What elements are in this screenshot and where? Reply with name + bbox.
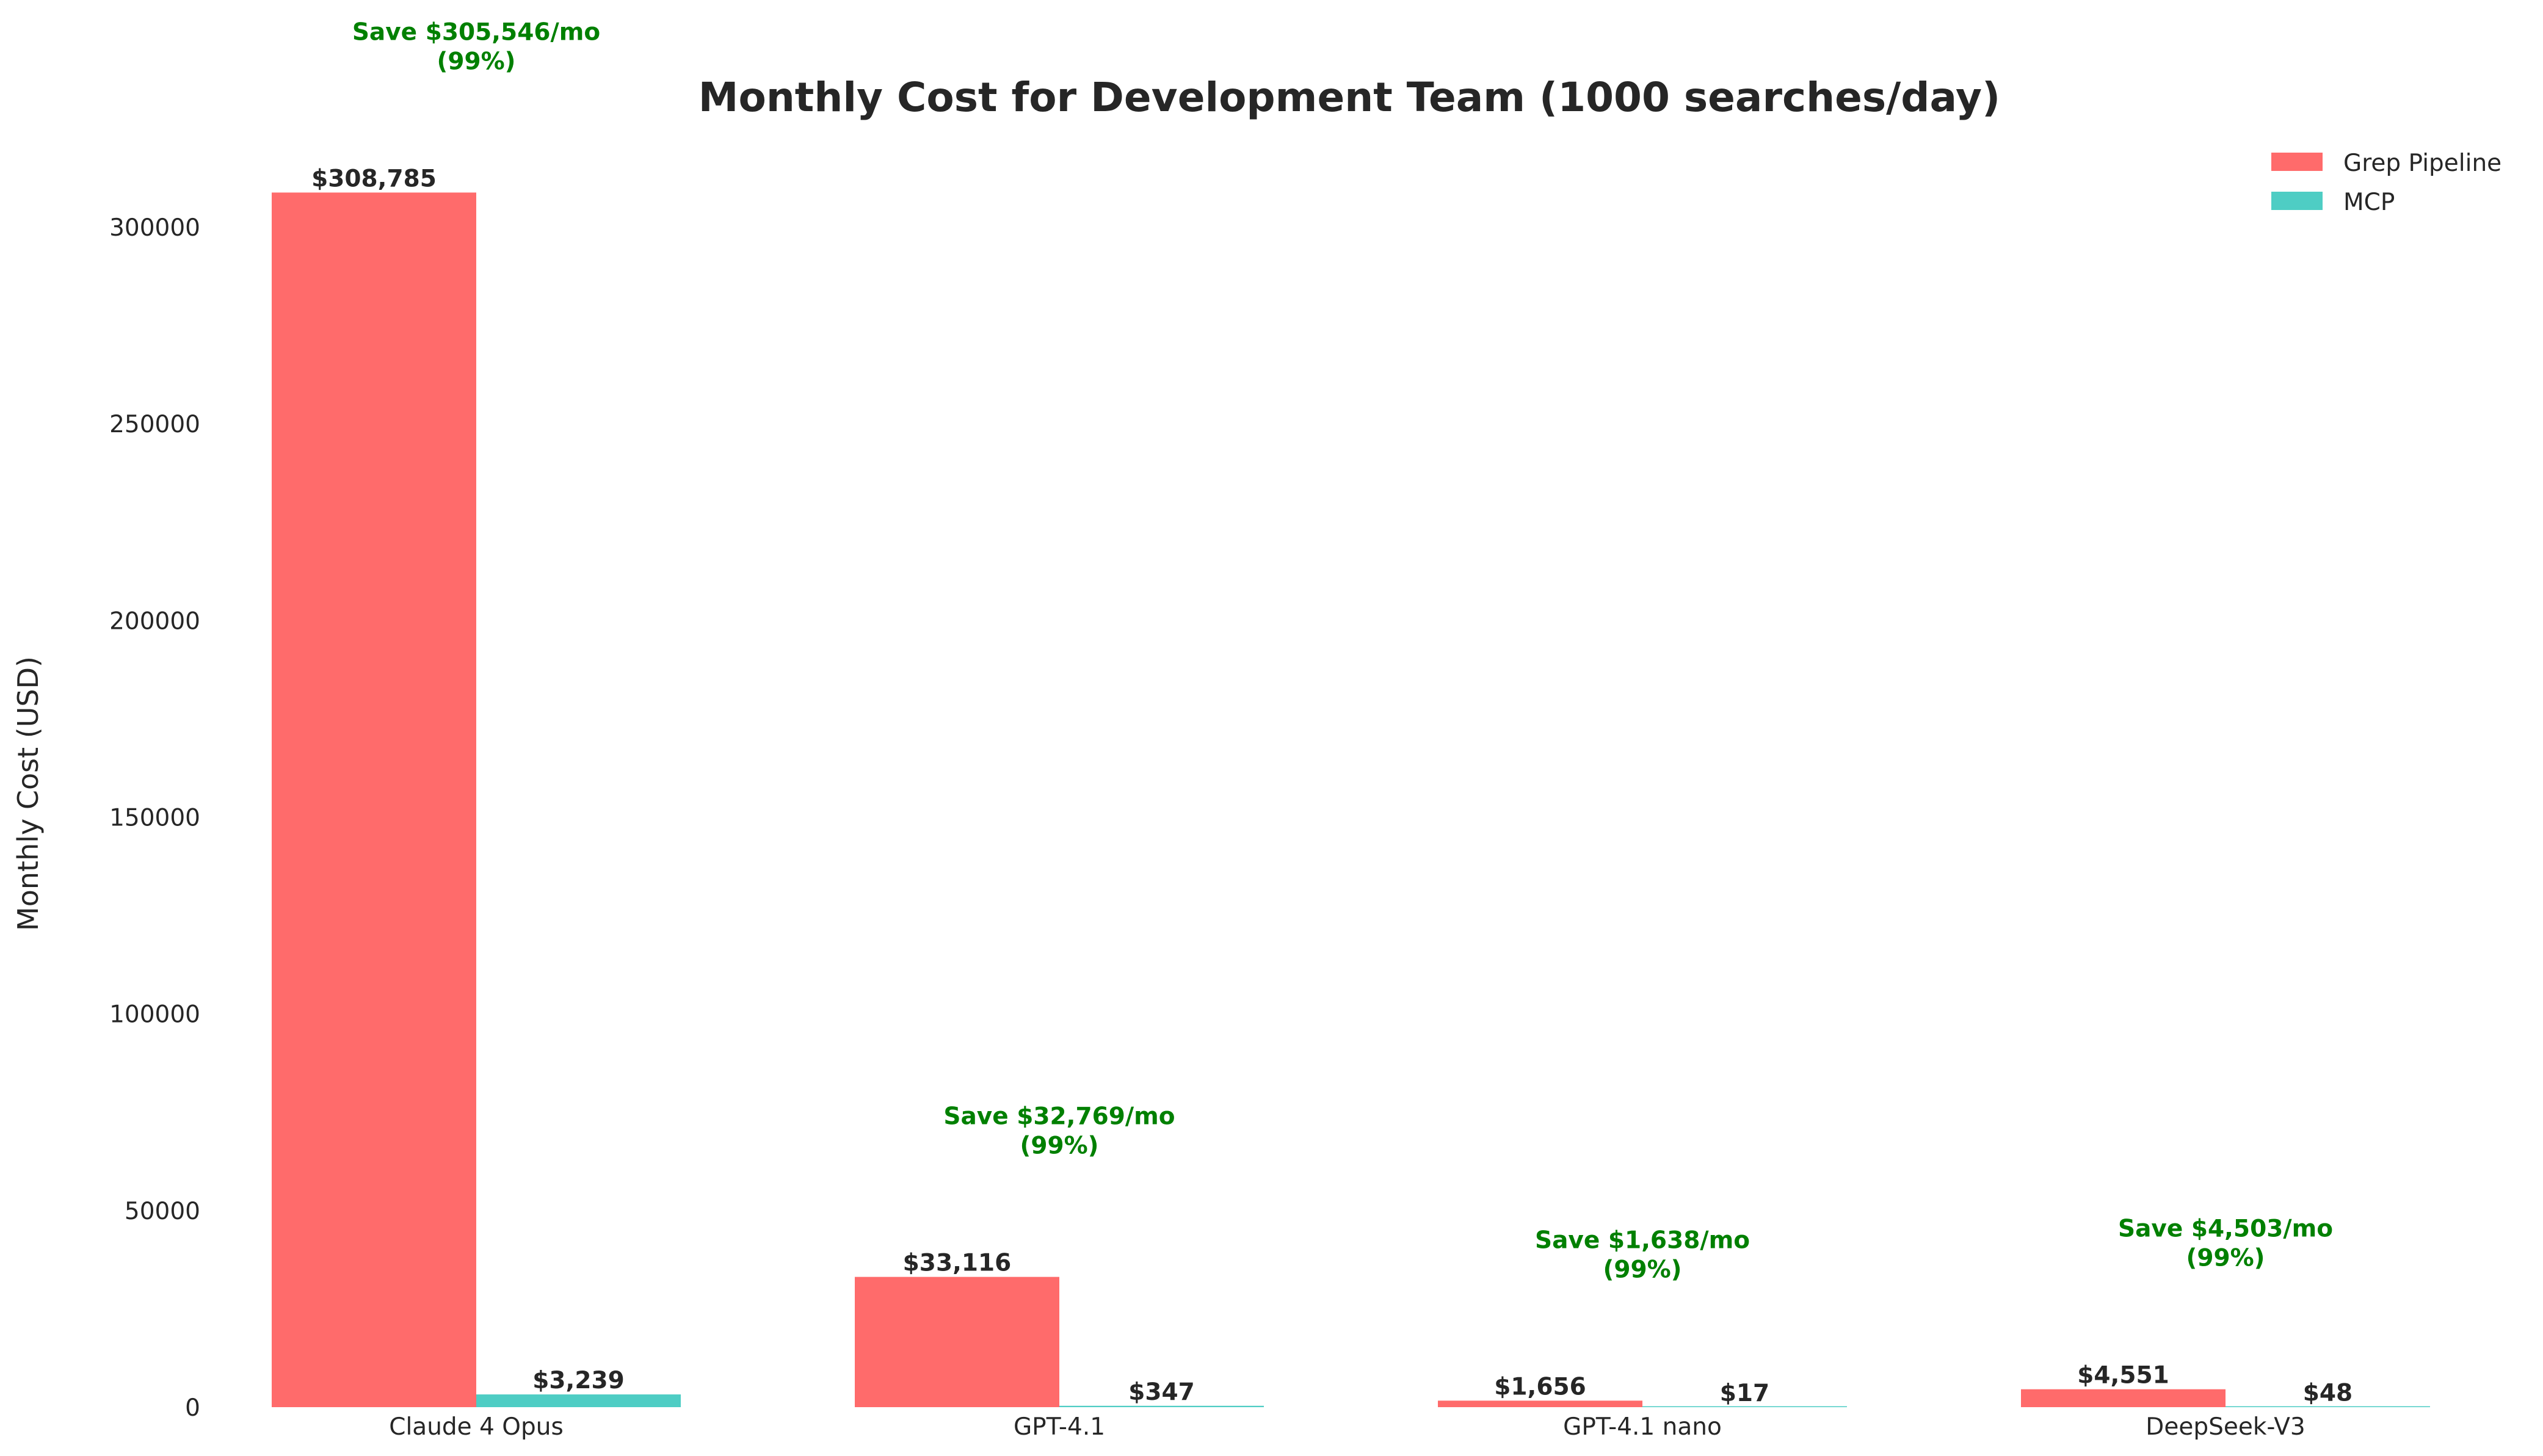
value-labels-group: $308,785 $33,116 $1,656 $4,551 $3,239 $347 $17… xyxy=(311,165,2353,1407)
mcp-value-label: $48 xyxy=(2303,1380,2353,1407)
bars-group xyxy=(272,192,2430,1408)
savings-annotation-amount: Save $32,769/mo xyxy=(943,1103,1175,1131)
savings-annotation-amount: Save $1,638/mo xyxy=(1535,1226,1750,1254)
y-axis-ticks: 0 50000 100000 150000 200000 250000 300000 xyxy=(109,214,200,1422)
grep-pipeline-value-label: $33,116 xyxy=(903,1250,1012,1277)
x-axis-ticks: Claude 4 Opus GPT-4.1 GPT-4.1 nano DeepSeek… xyxy=(389,1413,2305,1441)
y-tick-label: 150000 xyxy=(109,805,200,832)
y-tick-label: 200000 xyxy=(109,607,200,635)
savings-annotation: Save $4,503/mo(99%) xyxy=(2118,1215,2333,1272)
savings-annotation-amount: Save $4,503/mo xyxy=(2118,1215,2333,1243)
mcp-bar xyxy=(476,1394,681,1407)
grep-pipeline-value-label: $1,656 xyxy=(1494,1373,1586,1400)
y-axis-label: Monthly Cost (USD) xyxy=(12,656,45,931)
y-tick-label: 300000 xyxy=(109,214,200,242)
savings-annotation: Save $305,546/mo(99%) xyxy=(352,18,600,75)
mcp-value-label: $17 xyxy=(1720,1380,1769,1407)
savings-annotation-percent: (99%) xyxy=(2186,1245,2265,1272)
y-tick-label: 250000 xyxy=(109,411,200,438)
savings-annotation-percent: (99%) xyxy=(1603,1256,1682,1283)
x-tick-label: GPT-4.1 xyxy=(1014,1413,1105,1441)
mcp-value-label: $3,239 xyxy=(532,1367,625,1394)
legend: Grep Pipeline MCP xyxy=(2271,150,2501,216)
mcp-bar xyxy=(2226,1406,2430,1407)
x-tick-label: DeepSeek-V3 xyxy=(2146,1413,2305,1441)
savings-annotation-amount: Save $305,546/mo xyxy=(352,18,600,46)
grep-pipeline-value-label: $4,551 xyxy=(2077,1362,2169,1389)
mcp-bar xyxy=(1642,1406,1847,1407)
grep-pipeline-bar xyxy=(2021,1389,2226,1407)
chart-title: Monthly Cost for Development Team (1000 … xyxy=(698,74,2000,121)
savings-annotation-percent: (99%) xyxy=(437,48,516,75)
y-tick-label: 50000 xyxy=(125,1198,200,1225)
grep-pipeline-value-label: $308,785 xyxy=(311,165,437,192)
savings-annotation: Save $1,638/mo(99%) xyxy=(1535,1226,1750,1283)
mcp-legend-swatch xyxy=(2271,192,2323,210)
savings-annotation: Save $32,769/mo(99%) xyxy=(943,1103,1175,1160)
grep-pipeline-bar xyxy=(855,1277,1059,1407)
mcp-value-label: $347 xyxy=(1128,1378,1195,1406)
savings-annotations-group: Save $305,546/mo(99%)Save $32,769/mo(99%… xyxy=(352,18,2333,1283)
mcp-bar xyxy=(1059,1405,1264,1407)
savings-annotation-percent: (99%) xyxy=(1020,1132,1099,1160)
x-tick-label: GPT-4.1 nano xyxy=(1563,1413,1722,1441)
mcp-legend-label: MCP xyxy=(2343,189,2395,216)
grep-pipeline-bar xyxy=(272,192,476,1408)
grep-pipeline-legend-label: Grep Pipeline xyxy=(2343,150,2501,177)
grep-pipeline-bar xyxy=(1438,1400,1642,1407)
grep-pipeline-legend-swatch xyxy=(2271,153,2323,171)
y-tick-label: 100000 xyxy=(109,1001,200,1029)
y-tick-label: 0 xyxy=(185,1394,200,1422)
x-tick-label: Claude 4 Opus xyxy=(389,1413,564,1441)
